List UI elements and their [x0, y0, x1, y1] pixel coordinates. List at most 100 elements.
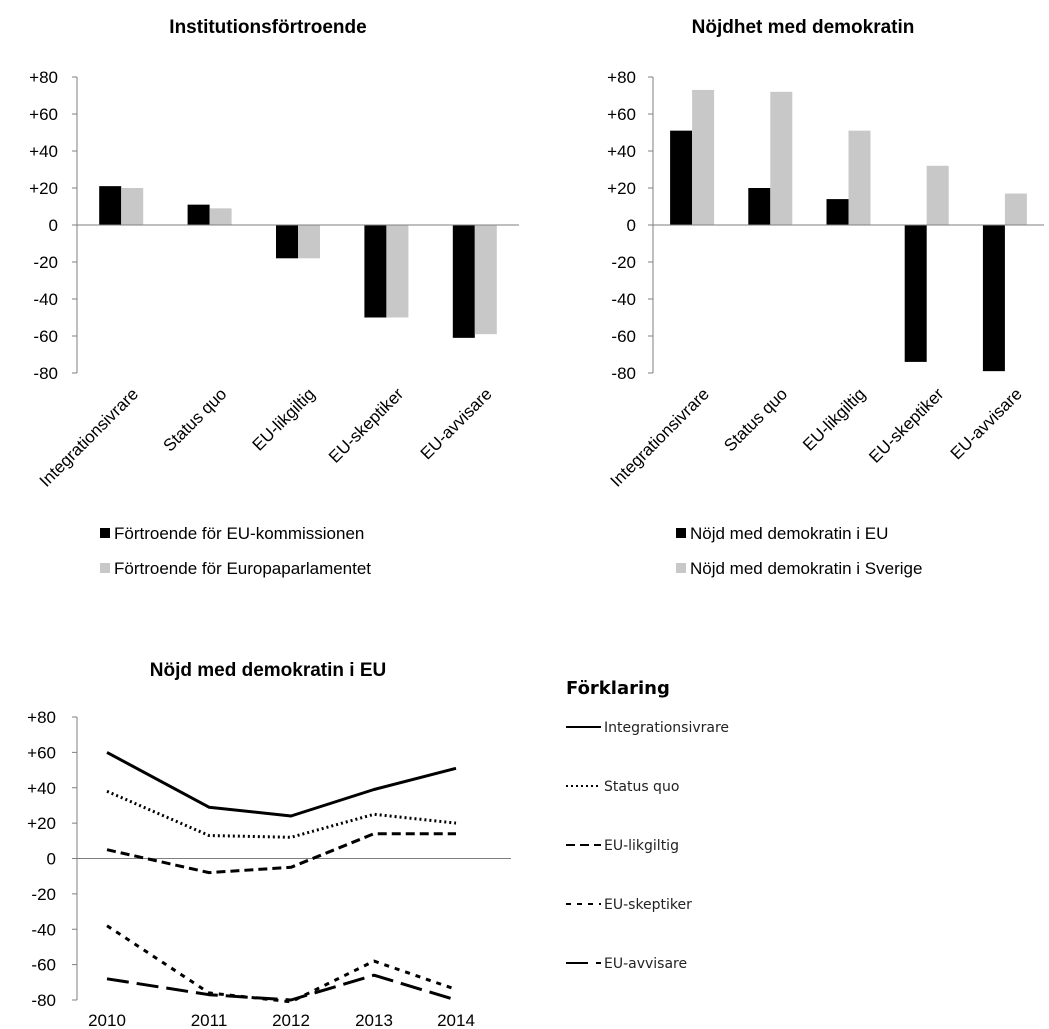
explanation-title: Förklaring: [566, 678, 670, 699]
y-tick-label: -80: [611, 364, 636, 383]
y-tick-label: -20: [31, 885, 56, 904]
bars: [670, 89, 1027, 372]
y-tick-label: +60: [29, 105, 58, 124]
institutional-trust-chart: Institutionsförtroende +80 +60 +40 +20 0 -20 -…: [29, 17, 519, 578]
bar-f-rtroende-f-r-europaparlamentet-eu-avvisare: [474, 225, 497, 335]
y-axis-ticks: +80 +60 +40 +20 0 -20 -40 -60 -80: [29, 68, 58, 383]
explanation-label: EU-avvisare: [604, 956, 687, 972]
y-tick-label: +40: [607, 142, 636, 161]
y-tick-label: +20: [27, 814, 56, 833]
explanation-items: Integrationsivrare Status quo EU-likgiltig…: [566, 720, 729, 972]
category-label: EU-likgiltig: [799, 384, 869, 454]
democracy-satisfaction-chart: Nöjdhet med demokratin +80 +60 +40 +20 0 -20 -…: [607, 17, 1044, 578]
category-label: EU-skeptiker: [865, 384, 947, 466]
line-status-quo: [106, 789, 457, 839]
y-tick-label: -40: [611, 290, 636, 309]
category-label: Integrationsivrare: [36, 384, 142, 490]
axes: [72, 76, 519, 374]
x-axis-ticks: 2010 2011 2012 2013 2014: [88, 1011, 475, 1029]
y-tick-label: -60: [33, 327, 58, 346]
category-label: Status quo: [160, 384, 231, 455]
x-tick-label: 2013: [355, 1011, 393, 1029]
bar-f-rtroende-f-r-eu-kommissionen-eu-skeptiker: [364, 225, 387, 318]
y-tick-label: -20: [611, 253, 636, 272]
axes: [72, 716, 511, 1001]
line-eu-skeptiker: [106, 924, 457, 1004]
category-labels: Integrationsivrare Status quo EU-likgiltig…: [36, 384, 496, 491]
legend-label: Nöjd med demokratin i Sverige: [690, 559, 922, 578]
category-label: EU-avvisare: [947, 384, 1026, 463]
bars: [99, 186, 497, 338]
y-tick-label: +20: [29, 179, 58, 198]
bar-f-rtroende-f-r-eu-kommissionen-eu-avvisare: [452, 225, 475, 338]
explanation-legend: Förklaring Integrationsivrare Status quo E…: [566, 678, 729, 972]
bar-f-rtroende-f-r-europaparlamentet-status-quo: [209, 208, 232, 225]
chart-title: Institutionsförtroende: [169, 17, 366, 38]
chart-title: Nöjd med demokratin i EU: [150, 660, 386, 681]
bar-f-rtroende-f-r-europaparlamentet-eu-skeptiker: [386, 225, 409, 318]
category-label: Status quo: [720, 384, 791, 455]
y-tick-label: +80: [27, 708, 56, 727]
bar-n-jd-med-demokratin-i-eu-eu-avvisare: [982, 225, 1005, 372]
explanation-label: Status quo: [604, 779, 679, 795]
explanation-label: Integrationsivrare: [604, 720, 729, 736]
category-label: Integrationsivrare: [607, 384, 713, 490]
bar-n-jd-med-demokratin-i-eu-eu-skeptiker: [904, 225, 927, 362]
bar-n-jd-med-demokratin-i-sverige-integrationsivrare: [692, 89, 715, 225]
y-tick-label: +80: [607, 68, 636, 87]
legend: Nöjd med demokratin i EU Nöjd med demokra…: [676, 524, 922, 578]
legend-label: Förtroende för Europaparlamentet: [114, 559, 371, 578]
y-tick-label: -80: [31, 991, 56, 1010]
bar-n-jd-med-demokratin-i-sverige-eu-skeptiker: [926, 165, 949, 225]
explanation-label: EU-skeptiker: [604, 897, 692, 913]
x-tick-label: 2010: [88, 1011, 126, 1029]
bar-n-jd-med-demokratin-i-sverige-eu-likgiltig: [848, 130, 871, 225]
y-tick-label: +20: [607, 179, 636, 198]
legend-label: Förtroende för EU-kommissionen: [114, 524, 364, 543]
line-integrationsivrare: [106, 751, 457, 818]
x-tick-label: 2014: [437, 1011, 475, 1029]
legend-label: Nöjd med demokratin i EU: [690, 524, 888, 543]
chart-title: Nöjdhet med demokratin: [692, 17, 915, 38]
y-tick-label: 0: [47, 850, 56, 869]
y-tick-label: -60: [611, 327, 636, 346]
y-tick-label: +80: [29, 68, 58, 87]
y-tick-label: -20: [33, 253, 58, 272]
legend-swatch: [676, 563, 686, 573]
y-tick-label: 0: [49, 216, 58, 235]
category-label: EU-avvisare: [417, 384, 496, 463]
category-label: EU-likgiltig: [249, 384, 319, 454]
series-lines: [106, 751, 457, 1004]
eu-democracy-trend-chart: Nöjd med demokratin i EU +80 +60 +40 +20 0 -2…: [27, 660, 511, 1029]
legend: Förtroende för EU-kommissionen Förtroende…: [100, 524, 371, 578]
bar-n-jd-med-demokratin-i-eu-status-quo: [748, 188, 771, 225]
line-eu-avvisare: [106, 973, 457, 1002]
bar-n-jd-med-demokratin-i-sverige-status-quo: [770, 91, 793, 225]
y-tick-label: -40: [33, 290, 58, 309]
y-tick-label: -40: [31, 920, 56, 939]
bar-f-rtroende-f-r-europaparlamentet-eu-likgiltig: [298, 225, 320, 259]
y-tick-label: -80: [33, 364, 58, 383]
y-tick-label: 0: [627, 216, 636, 235]
bar-f-rtroende-f-r-eu-kommissionen-status-quo: [187, 204, 210, 225]
bar-f-rtroende-f-r-europaparlamentet-integrationsivrare: [121, 188, 144, 225]
bar-f-rtroende-f-r-eu-kommissionen-integrationsivrare: [99, 186, 122, 225]
line-eu-likgiltig: [106, 832, 456, 875]
y-tick-label: +40: [27, 779, 56, 798]
bar-n-jd-med-demokratin-i-sverige-eu-avvisare: [1004, 193, 1027, 225]
legend-swatch: [100, 528, 110, 538]
bar-n-jd-med-demokratin-i-eu-eu-likgiltig: [826, 199, 849, 225]
y-tick-label: -60: [31, 956, 56, 975]
bar-f-rtroende-f-r-eu-kommissionen-eu-likgiltig: [276, 225, 298, 259]
y-tick-label: +40: [29, 142, 58, 161]
explanation-label: EU-likgiltig: [604, 838, 679, 854]
y-axis-ticks: +80 +60 +40 +20 0 -20 -40 -60 -80: [607, 68, 636, 383]
bar-n-jd-med-demokratin-i-eu-integrationsivrare: [670, 130, 693, 225]
category-labels: Integrationsivrare Status quo EU-likgiltig…: [607, 384, 1026, 491]
x-tick-label: 2012: [272, 1011, 310, 1029]
legend-swatch: [676, 528, 686, 538]
y-axis-ticks: +80 +60 +40 +20 0 -20 -40 -60 -80: [27, 708, 56, 1010]
category-label: EU-skeptiker: [325, 384, 407, 466]
x-tick-label: 2011: [191, 1011, 228, 1029]
